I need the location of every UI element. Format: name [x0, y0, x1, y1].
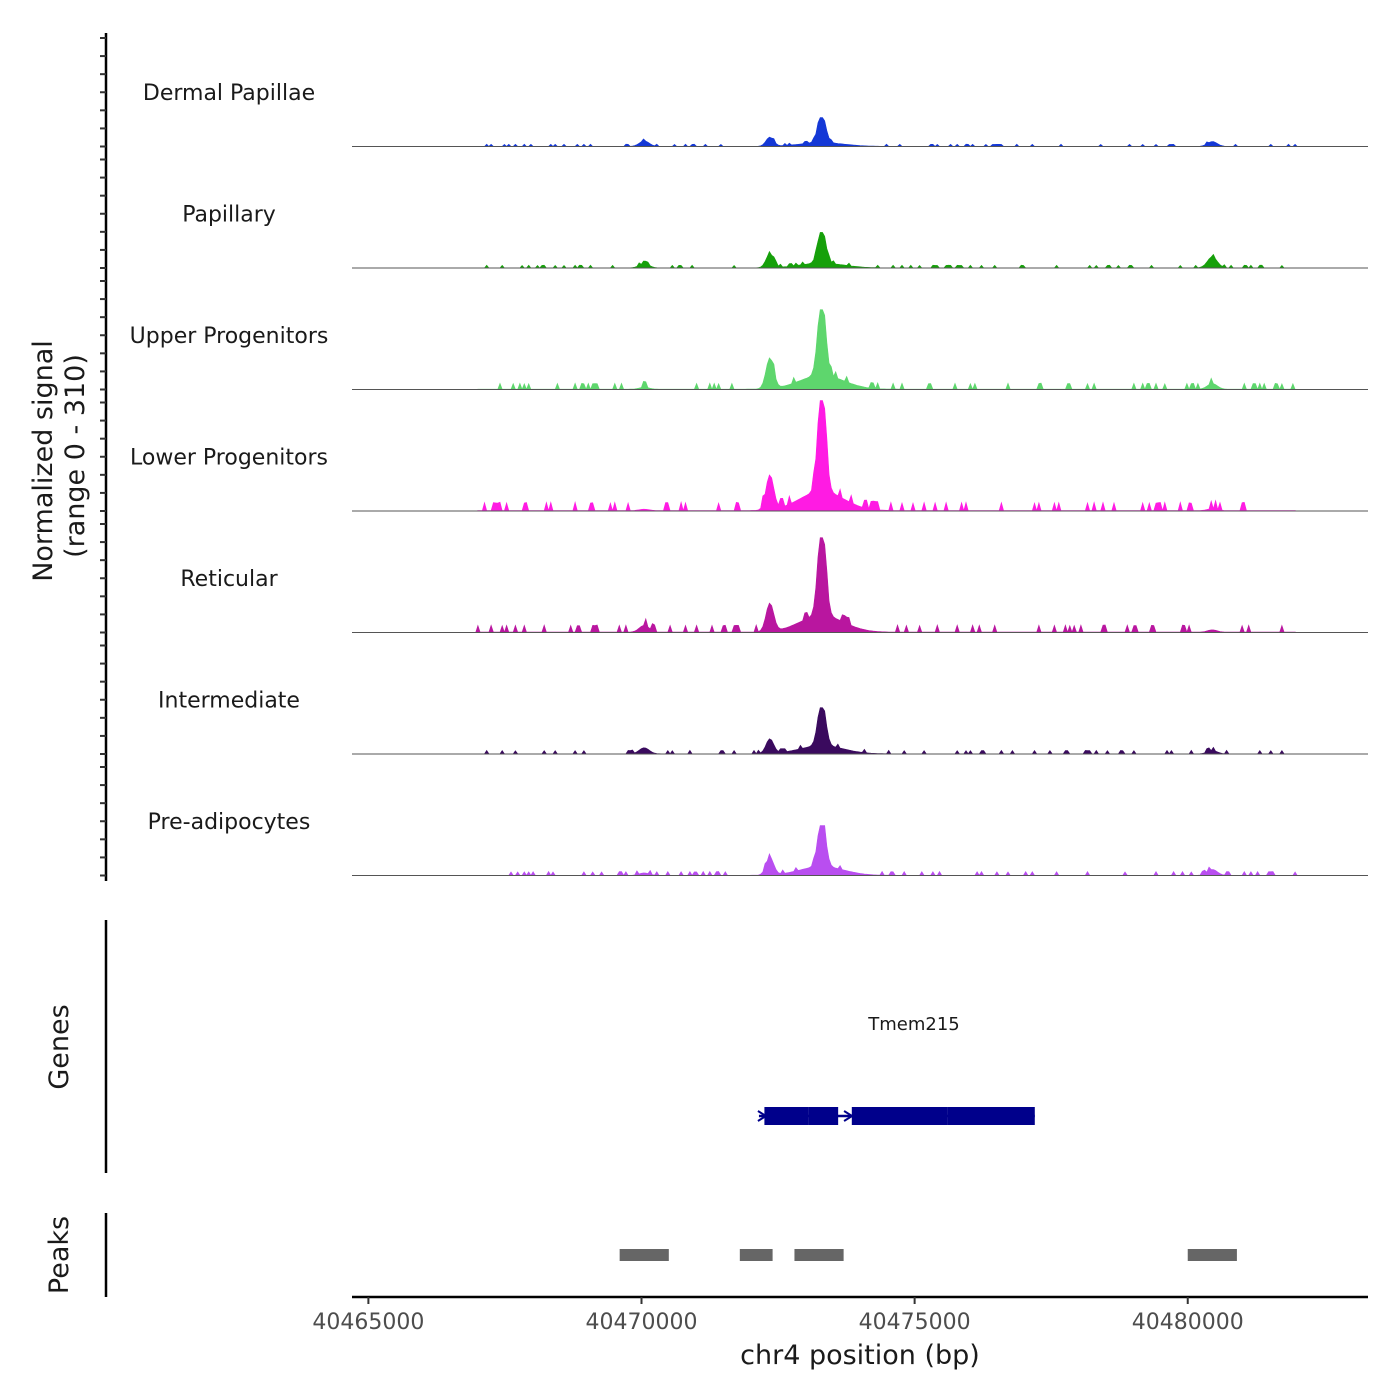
genes-axis-title: Genes: [44, 1004, 75, 1089]
gene-strand-arrow: [843, 1110, 854, 1122]
peak-region: [619, 1249, 669, 1261]
coverage-area-2: [352, 309, 1368, 391]
x-tick-label: 40465000: [312, 1310, 424, 1335]
track-label-4: Reticular: [180, 567, 278, 592]
peak-region: [739, 1249, 773, 1261]
peaks-axis-title: Peaks: [44, 1216, 75, 1294]
genes-track: Tmem215: [104, 920, 1035, 1173]
gene-exon: [764, 1107, 809, 1125]
track-label-6: Pre-adipocytes: [148, 810, 311, 835]
y-axis-title-line1: Normalized signal: [28, 340, 59, 582]
track-label-3: Lower Progenitors: [130, 446, 328, 471]
track-label-2: Upper Progenitors: [130, 324, 329, 349]
x-axis: 40465000 40470000 40475000 40480000: [312, 1295, 1368, 1335]
gene-name-label: Tmem215: [867, 1014, 960, 1035]
coverage-area-3: [352, 400, 1368, 512]
coverage-area-6: [352, 825, 1368, 876]
gene-strand-arrow: [757, 1110, 768, 1122]
gene-exon: [947, 1107, 1035, 1125]
peak-region: [794, 1249, 844, 1261]
x-tick-label: 40475000: [859, 1310, 971, 1335]
peaks-track: [104, 1213, 1237, 1297]
track-label-1: Papillary: [182, 203, 276, 228]
x-tick-label: 40470000: [586, 1310, 698, 1335]
coverage-area-0: [352, 117, 1368, 147]
track-label-5: Intermediate: [158, 689, 300, 714]
x-axis-title: chr4 position (bp): [740, 1340, 980, 1371]
coverage-area-5: [352, 707, 1368, 755]
gene-exon: [808, 1107, 839, 1125]
y-axis-title-line2: (range 0 - 310): [60, 354, 91, 558]
track-label-0: Dermal Papillae: [143, 81, 315, 106]
x-tick-label: 40480000: [1132, 1310, 1244, 1335]
coverage-area-1: [352, 232, 1368, 269]
coverage-area-4: [352, 537, 1368, 634]
peak-region: [1187, 1249, 1237, 1261]
coverage-area: Dermal Papillae Papillary Upper Progenitor…: [100, 33, 1368, 881]
gene-exon: [851, 1107, 948, 1125]
